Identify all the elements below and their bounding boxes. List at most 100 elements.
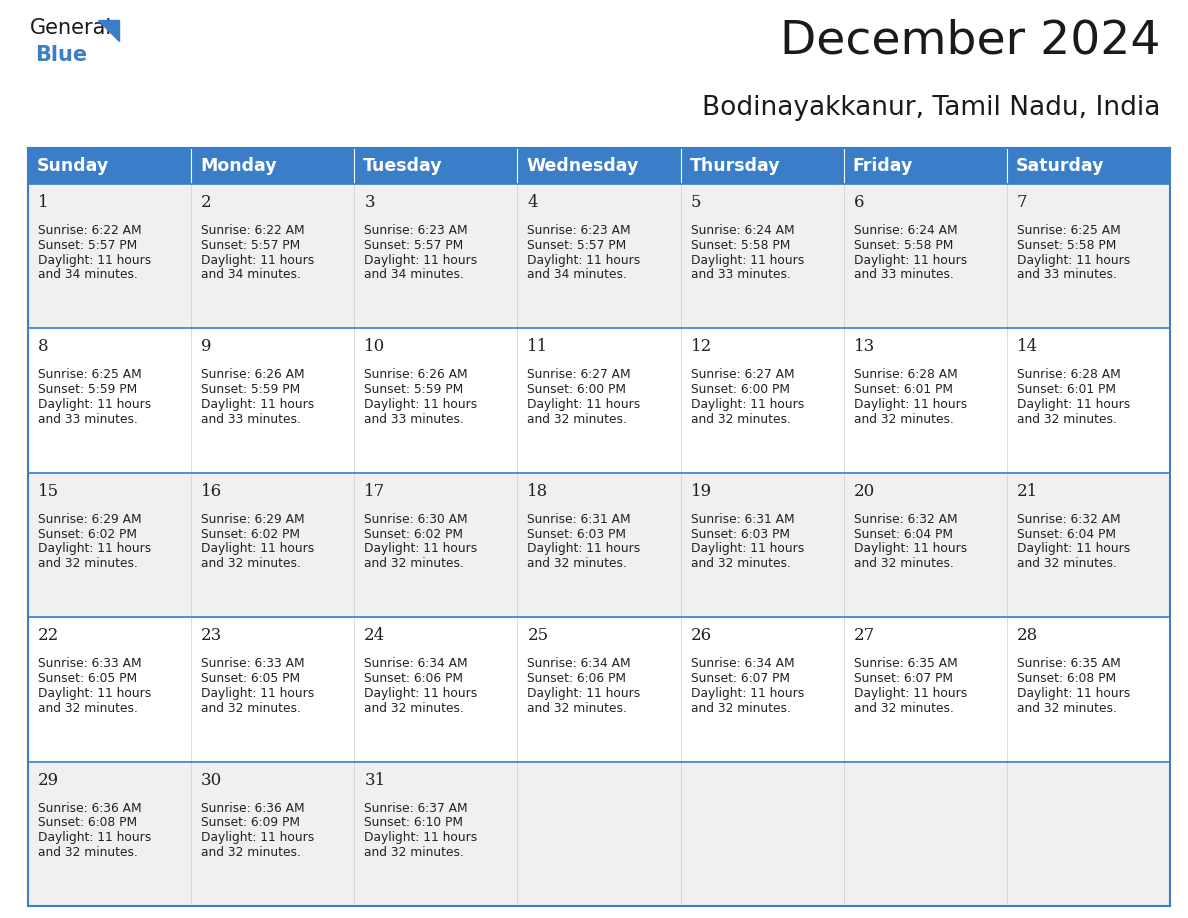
Text: Sunrise: 6:24 AM: Sunrise: 6:24 AM [854, 224, 958, 237]
Text: 7: 7 [1017, 194, 1028, 211]
Text: Daylight: 11 hours: Daylight: 11 hours [690, 398, 804, 411]
Text: 15: 15 [38, 483, 59, 499]
Text: and 32 minutes.: and 32 minutes. [854, 701, 954, 714]
Text: and 32 minutes.: and 32 minutes. [365, 557, 465, 570]
Text: Daylight: 11 hours: Daylight: 11 hours [527, 253, 640, 266]
Bar [29, 184, 1170, 329]
Text: Daylight: 11 hours: Daylight: 11 hours [527, 543, 640, 555]
Text: 26: 26 [690, 627, 712, 644]
Text: Sunrise: 6:22 AM: Sunrise: 6:22 AM [38, 224, 141, 237]
Text: Daylight: 11 hours: Daylight: 11 hours [38, 253, 151, 266]
Text: Sunrise: 6:32 AM: Sunrise: 6:32 AM [854, 513, 958, 526]
Text: Sunrise: 6:27 AM: Sunrise: 6:27 AM [527, 368, 631, 381]
Text: 4: 4 [527, 194, 538, 211]
Text: Blue: Blue [34, 45, 87, 65]
Text: Daylight: 11 hours: Daylight: 11 hours [201, 687, 315, 700]
Text: Sunset: 5:58 PM: Sunset: 5:58 PM [690, 239, 790, 252]
Text: Sunrise: 6:33 AM: Sunrise: 6:33 AM [38, 657, 141, 670]
Text: 18: 18 [527, 483, 549, 499]
Text: and 32 minutes.: and 32 minutes. [1017, 701, 1117, 714]
Bar [843, 148, 1007, 184]
Text: Sunrise: 6:28 AM: Sunrise: 6:28 AM [1017, 368, 1120, 381]
Bar [29, 617, 1170, 762]
Text: and 33 minutes.: and 33 minutes. [690, 268, 790, 282]
Text: Sunset: 6:01 PM: Sunset: 6:01 PM [854, 383, 953, 397]
Bar [29, 329, 1170, 473]
Text: and 32 minutes.: and 32 minutes. [1017, 413, 1117, 426]
Text: Sunrise: 6:31 AM: Sunrise: 6:31 AM [690, 513, 795, 526]
Text: Sunset: 5:57 PM: Sunset: 5:57 PM [201, 239, 301, 252]
Text: 11: 11 [527, 339, 549, 355]
Text: Daylight: 11 hours: Daylight: 11 hours [201, 831, 315, 845]
Text: Sunset: 5:57 PM: Sunset: 5:57 PM [38, 239, 138, 252]
Text: Daylight: 11 hours: Daylight: 11 hours [201, 253, 315, 266]
Text: Daylight: 11 hours: Daylight: 11 hours [365, 687, 478, 700]
Text: 20: 20 [854, 483, 876, 499]
Text: and 32 minutes.: and 32 minutes. [690, 557, 790, 570]
Text: Sunset: 6:00 PM: Sunset: 6:00 PM [527, 383, 626, 397]
Bar [1007, 148, 1170, 184]
Text: 16: 16 [201, 483, 222, 499]
Bar [29, 473, 1170, 617]
Text: and 32 minutes.: and 32 minutes. [527, 557, 627, 570]
Text: 5: 5 [690, 194, 701, 211]
Text: Sunrise: 6:37 AM: Sunrise: 6:37 AM [365, 801, 468, 814]
Text: Sunrise: 6:34 AM: Sunrise: 6:34 AM [527, 657, 631, 670]
Text: Daylight: 11 hours: Daylight: 11 hours [1017, 543, 1130, 555]
Text: 1: 1 [38, 194, 49, 211]
Text: Sunset: 6:02 PM: Sunset: 6:02 PM [365, 528, 463, 541]
Text: Sunrise: 6:35 AM: Sunrise: 6:35 AM [854, 657, 958, 670]
Text: Daylight: 11 hours: Daylight: 11 hours [38, 687, 151, 700]
Text: 28: 28 [1017, 627, 1038, 644]
Text: 23: 23 [201, 627, 222, 644]
Text: and 32 minutes.: and 32 minutes. [365, 846, 465, 859]
Text: 24: 24 [365, 627, 386, 644]
Text: and 32 minutes.: and 32 minutes. [365, 701, 465, 714]
Text: Daylight: 11 hours: Daylight: 11 hours [854, 398, 967, 411]
Text: Sunset: 6:01 PM: Sunset: 6:01 PM [1017, 383, 1116, 397]
Text: Daylight: 11 hours: Daylight: 11 hours [201, 543, 315, 555]
Text: 21: 21 [1017, 483, 1038, 499]
Text: December 2024: December 2024 [779, 18, 1159, 63]
Text: and 32 minutes.: and 32 minutes. [690, 701, 790, 714]
Text: Wednesday: Wednesday [526, 157, 639, 175]
Text: Sunrise: 6:34 AM: Sunrise: 6:34 AM [365, 657, 468, 670]
Text: Daylight: 11 hours: Daylight: 11 hours [854, 687, 967, 700]
Bar [354, 148, 518, 184]
Text: Daylight: 11 hours: Daylight: 11 hours [201, 398, 315, 411]
Text: Sunrise: 6:25 AM: Sunrise: 6:25 AM [1017, 224, 1120, 237]
Text: Sunset: 6:03 PM: Sunset: 6:03 PM [690, 528, 790, 541]
Text: Sunset: 6:02 PM: Sunset: 6:02 PM [38, 528, 137, 541]
Text: and 32 minutes.: and 32 minutes. [1017, 557, 1117, 570]
Text: Daylight: 11 hours: Daylight: 11 hours [527, 687, 640, 700]
Text: and 34 minutes.: and 34 minutes. [201, 268, 301, 282]
Text: and 32 minutes.: and 32 minutes. [201, 557, 301, 570]
Text: Sunrise: 6:32 AM: Sunrise: 6:32 AM [1017, 513, 1120, 526]
Text: Sunset: 6:04 PM: Sunset: 6:04 PM [854, 528, 953, 541]
Text: and 33 minutes.: and 33 minutes. [38, 413, 138, 426]
Text: Daylight: 11 hours: Daylight: 11 hours [365, 543, 478, 555]
Text: and 32 minutes.: and 32 minutes. [201, 846, 301, 859]
Text: Sunset: 6:08 PM: Sunset: 6:08 PM [38, 816, 137, 829]
Text: 14: 14 [1017, 339, 1038, 355]
Text: and 33 minutes.: and 33 minutes. [854, 268, 954, 282]
Text: Sunset: 5:59 PM: Sunset: 5:59 PM [38, 383, 138, 397]
Text: Thursday: Thursday [689, 157, 781, 175]
Text: Sunrise: 6:35 AM: Sunrise: 6:35 AM [1017, 657, 1120, 670]
Text: Sunset: 6:04 PM: Sunset: 6:04 PM [1017, 528, 1116, 541]
Text: Daylight: 11 hours: Daylight: 11 hours [365, 253, 478, 266]
Text: Bodinayakkanur, Tamil Nadu, India: Bodinayakkanur, Tamil Nadu, India [702, 95, 1159, 121]
Text: Daylight: 11 hours: Daylight: 11 hours [690, 253, 804, 266]
Text: Sunset: 6:00 PM: Sunset: 6:00 PM [690, 383, 790, 397]
Text: Sunset: 6:10 PM: Sunset: 6:10 PM [365, 816, 463, 829]
Bar [681, 148, 843, 184]
Text: Sunrise: 6:33 AM: Sunrise: 6:33 AM [201, 657, 305, 670]
Text: Sunday: Sunday [37, 157, 109, 175]
Bar [518, 148, 681, 184]
Text: Sunset: 6:03 PM: Sunset: 6:03 PM [527, 528, 626, 541]
Text: 3: 3 [365, 194, 375, 211]
Text: 17: 17 [365, 483, 386, 499]
Text: and 34 minutes.: and 34 minutes. [527, 268, 627, 282]
Text: Daylight: 11 hours: Daylight: 11 hours [365, 831, 478, 845]
Text: Daylight: 11 hours: Daylight: 11 hours [690, 687, 804, 700]
